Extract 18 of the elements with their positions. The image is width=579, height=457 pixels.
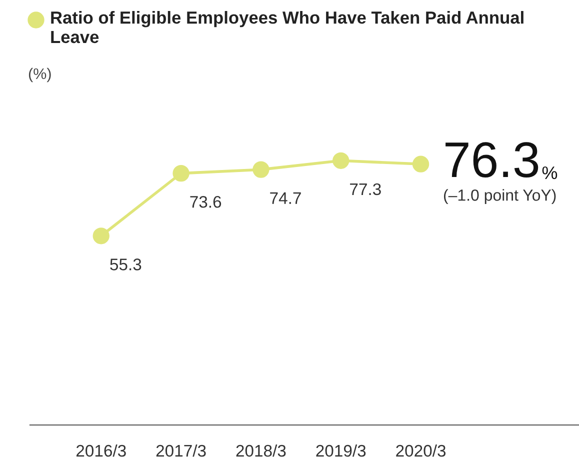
chart-title: Ratio of Eligible Employees Who Have Taken Paid Annual Leave bbox=[51, 11, 524, 44]
x-tick-label: 2020/3 bbox=[396, 444, 446, 457]
annotation: (–1.0 point YoY) bbox=[444, 189, 556, 204]
point bbox=[332, 152, 350, 169]
data-label: 55.3 bbox=[110, 258, 142, 270]
point bbox=[252, 161, 270, 178]
data-label: 74.7 bbox=[270, 192, 301, 204]
data-label: 77.3 bbox=[350, 183, 381, 196]
x-tick-label: 2018/3 bbox=[236, 444, 286, 457]
point bbox=[92, 228, 110, 244]
point bbox=[412, 156, 430, 172]
text: (%) bbox=[28, 68, 51, 82]
data-label: 73.6 bbox=[190, 196, 222, 208]
x-tick-label: 2017/3 bbox=[156, 444, 206, 457]
point bbox=[172, 164, 190, 182]
x-tick-label: 2019/3 bbox=[316, 444, 366, 457]
x-tick-label: 2016/3 bbox=[76, 444, 126, 457]
data-label: 76.3% bbox=[446, 142, 558, 180]
